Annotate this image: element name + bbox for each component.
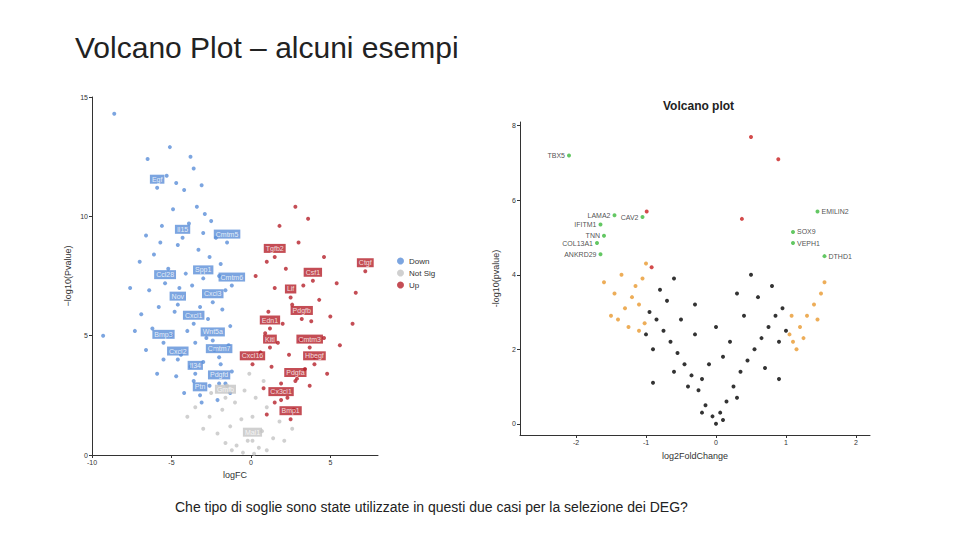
svg-text:-log10(pvalue): -log10(pvalue) (491, 250, 501, 308)
svg-text:Cmtm6: Cmtm6 (221, 274, 244, 281)
svg-text:Bmp3: Bmp3 (154, 331, 172, 339)
svg-text:1: 1 (784, 439, 788, 446)
svg-text:logFC: logFC (223, 470, 248, 480)
svg-text:log2FoldChange: log2FoldChange (662, 451, 728, 461)
svg-text:10: 10 (80, 213, 88, 220)
svg-text:Cxcl1: Cxcl1 (185, 312, 203, 319)
svg-text:COL13A1: COL13A1 (562, 240, 593, 247)
svg-text:SOX9: SOX9 (797, 228, 816, 235)
svg-text:Not Sig: Not Sig (409, 269, 435, 278)
svg-text:-1: -1 (643, 439, 649, 446)
svg-text:15: 15 (80, 94, 88, 101)
svg-text:Wnt5a: Wnt5a (203, 328, 223, 335)
svg-text:0: 0 (84, 452, 88, 459)
svg-text:Cmtm5: Cmtm5 (216, 231, 239, 238)
svg-text:Volcano plot: Volcano plot (663, 99, 734, 113)
svg-text:Pdgfa: Pdgfa (286, 369, 304, 377)
svg-text:LAMA2: LAMA2 (588, 212, 611, 219)
svg-text:Il15: Il15 (177, 226, 188, 233)
svg-text:Egf: Egf (152, 176, 163, 184)
svg-text:8: 8 (512, 122, 516, 129)
svg-text:Lif: Lif (287, 285, 294, 292)
svg-text:ANKRD29: ANKRD29 (564, 251, 596, 258)
svg-text:Cx3cl1: Cx3cl1 (270, 388, 292, 395)
svg-text:Cmtm7: Cmtm7 (208, 345, 231, 352)
svg-text:0: 0 (512, 420, 516, 427)
svg-text:Cxcl2: Cxcl2 (169, 348, 187, 355)
svg-text:Ptn: Ptn (195, 383, 206, 390)
svg-text:-5: -5 (168, 459, 174, 466)
svg-text:Cxcl3: Cxcl3 (204, 290, 222, 297)
svg-text:Volcano Plot – alcuni esempi: Volcano Plot – alcuni esempi (75, 31, 459, 64)
svg-text:Up: Up (409, 281, 420, 290)
svg-text:Edn1: Edn1 (262, 317, 278, 324)
svg-text:Nov: Nov (172, 293, 185, 300)
svg-text:Che tipo di soglie sono state: Che tipo di soglie sono state utilizzate… (175, 499, 688, 515)
svg-text:Il34: Il34 (190, 362, 201, 369)
svg-text:Tgfb2: Tgfb2 (266, 245, 284, 253)
svg-text:Pdgfd: Pdgfd (210, 371, 228, 379)
svg-text:VEPH1: VEPH1 (797, 240, 820, 247)
svg-text:2: 2 (854, 439, 858, 446)
svg-text:5: 5 (84, 332, 88, 339)
svg-text:6: 6 (512, 197, 516, 204)
svg-text:Down: Down (409, 257, 429, 266)
svg-text:0: 0 (249, 459, 253, 466)
svg-text:Hbegf: Hbegf (305, 352, 324, 360)
svg-text:Csf1: Csf1 (306, 269, 321, 276)
svg-text:2: 2 (512, 346, 516, 353)
svg-text:Spp1: Spp1 (195, 266, 211, 274)
svg-text:Cxcl16: Cxcl16 (242, 352, 264, 359)
svg-text:CAV2: CAV2 (621, 214, 639, 221)
svg-text:EMILIN2: EMILIN2 (822, 208, 849, 215)
svg-text:-10: -10 (87, 459, 97, 466)
svg-text:Cmtm3: Cmtm3 (298, 336, 321, 343)
svg-text:Ctgf: Ctgf (359, 259, 372, 267)
svg-text:4: 4 (512, 271, 516, 278)
svg-text:Pdgfb: Pdgfb (293, 307, 311, 315)
svg-text:5: 5 (328, 459, 332, 466)
svg-text:Gmfb: Gmfb (217, 386, 234, 393)
svg-text:Kitl: Kitl (265, 336, 275, 343)
svg-text:-2: -2 (573, 439, 579, 446)
svg-text:0: 0 (714, 439, 718, 446)
svg-text:−log10(Pvalue): −log10(Pvalue) (63, 246, 73, 307)
svg-text:DTHD1: DTHD1 (829, 253, 852, 260)
svg-text:TNN: TNN (586, 232, 600, 239)
svg-text:Bmp1: Bmp1 (281, 407, 299, 415)
svg-text:Mal1: Mal1 (245, 429, 260, 436)
svg-text:IFITM1: IFITM1 (574, 221, 596, 228)
svg-text:Ccl28: Ccl28 (156, 271, 174, 278)
svg-text:TBX5: TBX5 (547, 152, 565, 159)
